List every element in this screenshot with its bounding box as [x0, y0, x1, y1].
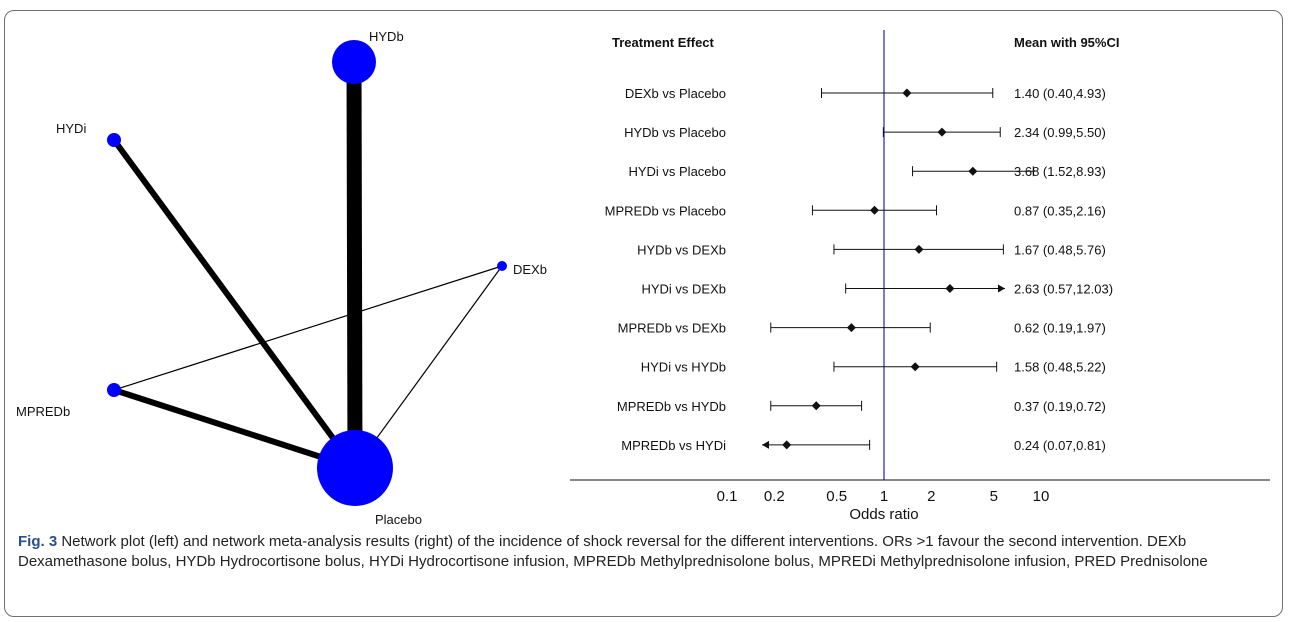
- network-node-label-hydi: HYDi: [56, 121, 86, 136]
- point-estimate: [937, 127, 947, 137]
- row-estimate-text: 0.62 (0.19,1.97): [1014, 321, 1106, 336]
- row-label: HYDi vs Placebo: [628, 164, 726, 179]
- x-axis-label: Odds ratio: [849, 506, 918, 523]
- row-label: HYDi vs DEXb: [641, 282, 726, 297]
- ci-arrow-left: [762, 440, 769, 449]
- network-edge-mpredb-placebo: [113, 387, 356, 471]
- network-edge-hydb-placebo: [346, 61, 363, 469]
- row-label: MPREDb vs HYDb: [617, 399, 726, 414]
- row-estimate-text: 1.58 (0.48,5.22): [1014, 360, 1106, 375]
- network-node-placebo: [317, 430, 393, 506]
- row-estimate-text: 0.37 (0.19,0.72): [1014, 399, 1106, 414]
- point-estimate: [968, 166, 978, 176]
- forest-plot: Treatment Effect Mean with 95%CI 0.1 0.2 0.5…: [570, 30, 1270, 523]
- point-estimate: [782, 440, 792, 450]
- x-tick-label: 1: [880, 488, 888, 505]
- x-tick-label: 5: [990, 488, 998, 505]
- row-label: MPREDb vs Placebo: [605, 203, 726, 218]
- header-treatment-effect: Treatment Effect: [612, 35, 715, 50]
- network-node-label-hydb: HYDb: [369, 29, 404, 44]
- x-tick-label: 0.1: [717, 488, 738, 505]
- x-tick-label: 0.2: [764, 488, 785, 505]
- row-label: HYDb vs DEXb: [637, 242, 726, 257]
- network-edge-dexb-placebo: [354, 265, 503, 469]
- network-edge-mpredb-dexb: [113, 265, 503, 391]
- network-node-hydi: [107, 133, 121, 147]
- point-estimate: [945, 284, 955, 293]
- figure-caption: Fig. 3 Network plot (left) and network m…: [18, 532, 1268, 572]
- row-estimate-text: 3.68 (1.52,8.93): [1014, 164, 1106, 179]
- row-label: HYDi vs HYDb: [641, 360, 726, 375]
- point-estimate: [870, 205, 880, 215]
- x-tick-label: 0.5: [826, 488, 847, 505]
- row-estimate-text: 0.87 (0.35,2.16): [1014, 203, 1106, 218]
- point-estimate: [914, 244, 924, 254]
- network-node-mpredb: [107, 383, 121, 397]
- point-estimate: [811, 401, 821, 411]
- network-node-label-placebo: Placebo: [375, 512, 422, 527]
- caption-text: Network plot (left) and network meta-ana…: [18, 533, 1208, 570]
- point-estimate: [910, 362, 920, 372]
- row-estimate-text: 2.63 (0.57,12.03): [1014, 282, 1113, 297]
- figure-frame: [4, 10, 1283, 617]
- figure-canvas: HYDb HYDi DEXb MPREDb Placebo Treatment Effe…: [16, 29, 1270, 527]
- row-estimate-text: 2.34 (0.99,5.50): [1014, 125, 1106, 140]
- ci-arrow-right: [998, 284, 1005, 293]
- row-estimate-text: 1.67 (0.48,5.76): [1014, 242, 1106, 257]
- row-estimate-text: 1.40 (0.40,4.93): [1014, 86, 1106, 101]
- row-label: MPREDb vs DEXb: [618, 321, 726, 336]
- network-node-hydb: [332, 40, 376, 84]
- network-node-dexb: [497, 261, 507, 271]
- point-estimate: [902, 88, 912, 98]
- row-label: MPREDb vs HYDi: [621, 438, 726, 453]
- row-label: HYDb vs Placebo: [624, 125, 726, 140]
- point-estimate: [846, 323, 856, 333]
- network-node-label-dexb: DEXb: [513, 262, 547, 277]
- network-plot: HYDb HYDi DEXb MPREDb Placebo: [16, 29, 547, 527]
- header-mean-ci: Mean with 95%CI: [1014, 35, 1119, 50]
- network-edge-hydi-placebo: [111, 138, 358, 470]
- x-tick-label: 10: [1033, 488, 1050, 505]
- row-estimate-text: 0.24 (0.07,0.81): [1014, 438, 1106, 453]
- figure-number: Fig. 3: [18, 533, 58, 550]
- x-tick-label: 2: [927, 488, 935, 505]
- row-label: DEXb vs Placebo: [625, 86, 726, 101]
- network-node-label-mpredb: MPREDb: [16, 404, 70, 419]
